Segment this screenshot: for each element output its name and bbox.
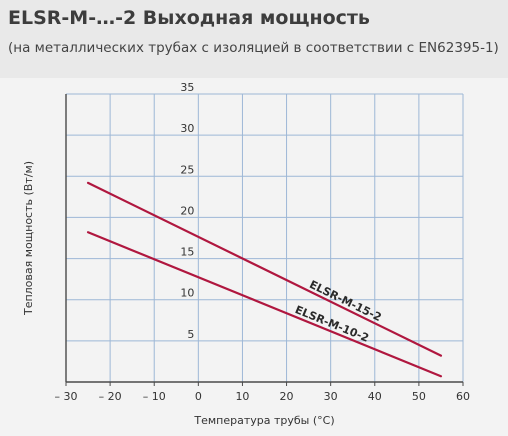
series-lines: [86, 181, 443, 378]
chart-area: [0, 78, 508, 436]
grid: [66, 93, 464, 382]
x-tick-label: 60: [456, 390, 470, 403]
y-tick-label: 10: [180, 287, 194, 300]
x-tick-label: 40: [368, 390, 382, 403]
x-tick-label: – 30: [55, 390, 78, 403]
y-tick-label: 25: [180, 163, 194, 176]
x-tick-label: 10: [235, 390, 249, 403]
x-tick-label: 20: [280, 390, 294, 403]
y-tick-label: 35: [180, 81, 194, 94]
x-tick-label: – 20: [99, 390, 122, 403]
x-axis-label: Температура трубы (°C): [193, 414, 334, 427]
x-tick-label: 0: [195, 390, 202, 403]
x-tick-label: – 10: [143, 390, 166, 403]
y-tick-label: 20: [180, 204, 194, 217]
y-tick-label: 30: [180, 122, 194, 135]
x-tick-label: 50: [412, 390, 426, 403]
axes: [65, 94, 463, 383]
tick-labels: – 30 – 20 – 10 0 10 20 30 40 50 60 5 10 15 20 25 30 35: [55, 81, 471, 403]
x-tick-label: 30: [324, 390, 338, 403]
series-line: [86, 181, 443, 357]
y-tick-label: 15: [180, 246, 194, 259]
y-axis-label: Тепловая мощность (Вт/м): [22, 161, 35, 316]
chart-subtitle: (на металлических трубах с изоляцией в с…: [8, 40, 499, 56]
chart-header: ELSR-M-…-2 Выходная мощность (на металли…: [0, 0, 508, 78]
series-line: [86, 231, 443, 378]
y-tick-label: 5: [187, 328, 194, 341]
chart-title: ELSR-M-…-2 Выходная мощность: [8, 7, 370, 29]
